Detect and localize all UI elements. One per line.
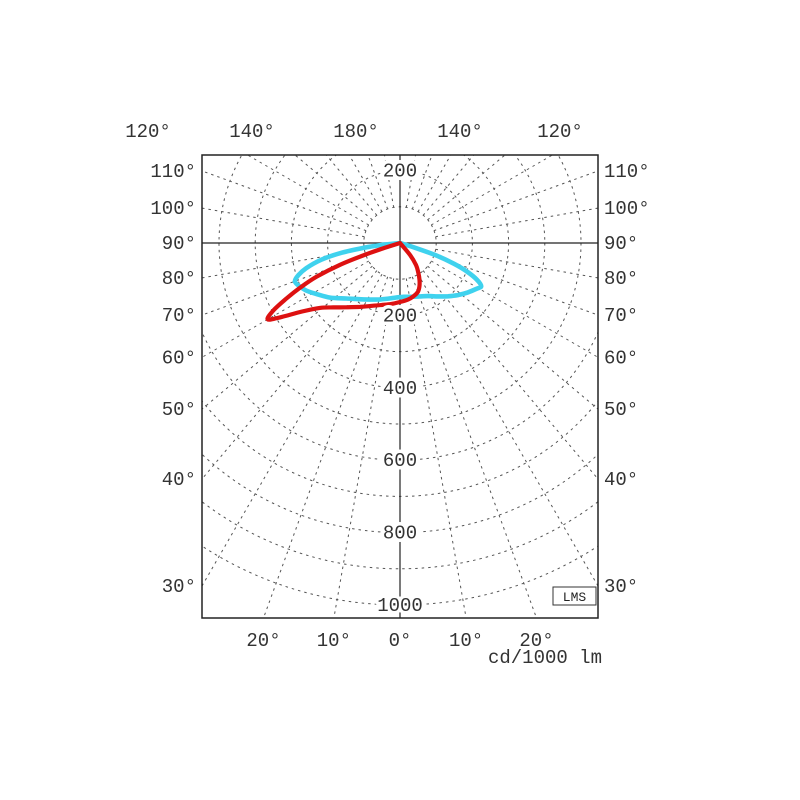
bottom-angle-label: 0° [389, 630, 412, 652]
left-angle-label: 40° [162, 469, 196, 491]
top-angle-label: 120° [125, 121, 171, 143]
right-angle-label: 50° [604, 399, 638, 421]
angle-ray [417, 155, 452, 213]
angle-ray [202, 273, 383, 587]
angle-ray [430, 155, 554, 226]
bottom-angle-label: 20° [246, 630, 280, 652]
intensity-curves [265, 240, 484, 322]
angle-ray [246, 155, 370, 226]
angle-labels: 110° 110° 100° 100° 90° 90° 80° 80° 70° 70° 60° 60°… [125, 121, 649, 652]
right-angle-label: 110° [604, 161, 650, 183]
ring-label-upper: 200 [383, 161, 417, 183]
left-angle-label: 90° [162, 233, 196, 255]
top-angle-label: 180° [333, 121, 379, 143]
angle-ray [367, 155, 389, 210]
lms-badge: LMS [552, 586, 597, 606]
top-angle-label: 120° [537, 121, 583, 143]
ring-label: 1000 [377, 595, 423, 617]
angle-ray [405, 155, 417, 208]
lms-badge-text: LMS [563, 590, 587, 605]
left-angle-label: 70° [162, 305, 196, 327]
top-angle-label: 140° [437, 121, 483, 143]
right-angle-label: 90° [604, 233, 638, 255]
left-angle-label: 80° [162, 268, 196, 290]
angle-ray [294, 155, 373, 221]
ring-label: 600 [383, 450, 417, 472]
bottom-angle-label: 20° [519, 630, 553, 652]
angle-ray [422, 270, 598, 480]
plot-border [201, 154, 599, 619]
angle-ray [262, 276, 389, 618]
angle-ray [348, 155, 383, 213]
right-angle-label: 30° [604, 576, 638, 598]
angle-ray [435, 207, 598, 238]
top-angle-label: 140° [229, 121, 275, 143]
left-angle-label: 30° [162, 576, 196, 598]
ring-label: 800 [383, 523, 417, 545]
right-angle-label: 100° [604, 198, 650, 220]
angle-ray [422, 155, 475, 216]
unit-label: cd/1000 lm [488, 647, 602, 669]
right-angle-label: 70° [604, 305, 638, 327]
ring-label: 200 [383, 305, 417, 327]
angle-ray [202, 270, 378, 480]
ring-labels: 200 200 400 600 800 1000 [374, 157, 427, 620]
cyan-intensity-curve [292, 240, 484, 302]
ring-label: 400 [383, 378, 417, 400]
angle-ray [383, 155, 395, 208]
bottom-angle-label: 10° [449, 630, 483, 652]
bottom-angle-label: 10° [317, 630, 351, 652]
angle-ray [411, 276, 538, 618]
left-angle-label: 60° [162, 347, 196, 369]
red-intensity-curve [265, 240, 422, 322]
left-angle-label: 100° [150, 198, 196, 220]
right-angle-label: 80° [604, 268, 638, 290]
left-angle-label: 50° [162, 399, 196, 421]
angle-ray [427, 155, 506, 221]
angle-ray [417, 273, 598, 587]
right-angle-label: 60° [604, 347, 638, 369]
right-angle-label: 40° [604, 469, 638, 491]
angle-ray [411, 155, 433, 210]
angle-ray [202, 207, 365, 238]
angle-ray [325, 155, 378, 216]
lms-badge-box [552, 586, 597, 606]
left-angle-label: 110° [150, 161, 196, 183]
angle-ray [435, 248, 598, 279]
